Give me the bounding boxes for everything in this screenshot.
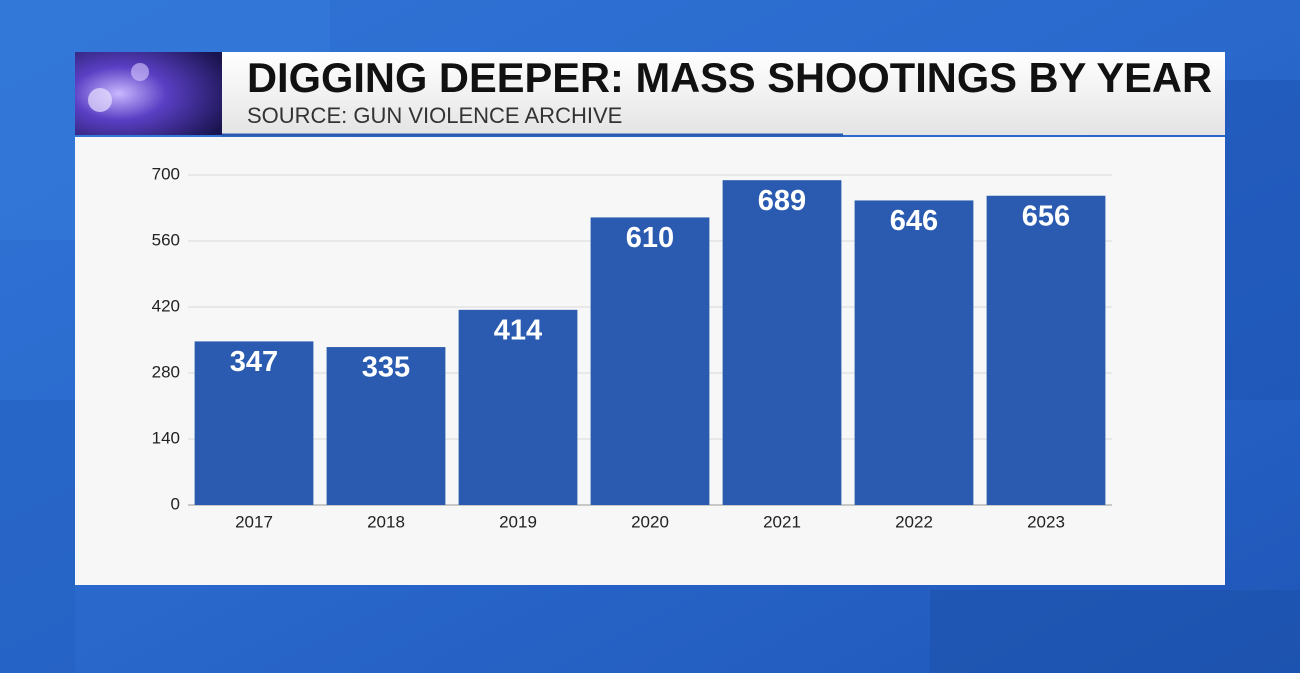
data-label: 414 (494, 314, 542, 346)
bar (458, 309, 578, 505)
y-tick-label: 560 (152, 230, 180, 249)
data-label: 335 (362, 352, 410, 384)
bar (722, 180, 842, 505)
x-tick-label: 2021 (763, 512, 801, 531)
header-image-light (131, 63, 149, 81)
y-tick-label: 140 (152, 428, 180, 447)
data-label: 646 (890, 205, 938, 237)
chart-subtitle: SOURCE: GUN VIOLENCE ARCHIVE (247, 103, 622, 128)
background-tile (930, 590, 1300, 673)
bar (590, 217, 710, 505)
x-tick-label: 2018 (367, 512, 405, 531)
chart-title: DIGGING DEEPER: MASS SHOOTINGS BY YEAR (247, 54, 1212, 101)
plot-area: 0 140 280 420 560 700 2017 347 2018 335 2019 414 202… (152, 164, 1112, 531)
y-tick-label: 420 (152, 296, 180, 315)
bar (326, 347, 446, 505)
data-label: 347 (230, 346, 278, 378)
header-bar (75, 52, 1225, 135)
header-image-light (88, 88, 112, 112)
data-label: 656 (1022, 200, 1070, 232)
data-label: 610 (626, 222, 674, 254)
x-tick-label: 2020 (631, 512, 669, 531)
bar (194, 341, 314, 505)
background-tile (1225, 80, 1300, 400)
y-tick-label: 0 (171, 494, 180, 513)
background-tile (0, 400, 75, 673)
x-tick-label: 2017 (235, 512, 273, 531)
data-label: 689 (758, 185, 806, 217)
y-tick-label: 700 (152, 164, 180, 183)
y-tick-label: 280 (152, 362, 180, 381)
x-tick-label: 2019 (499, 512, 537, 531)
bar (986, 195, 1106, 505)
x-tick-label: 2023 (1027, 512, 1065, 531)
x-tick-label: 2022 (895, 512, 933, 531)
bar (854, 200, 974, 505)
